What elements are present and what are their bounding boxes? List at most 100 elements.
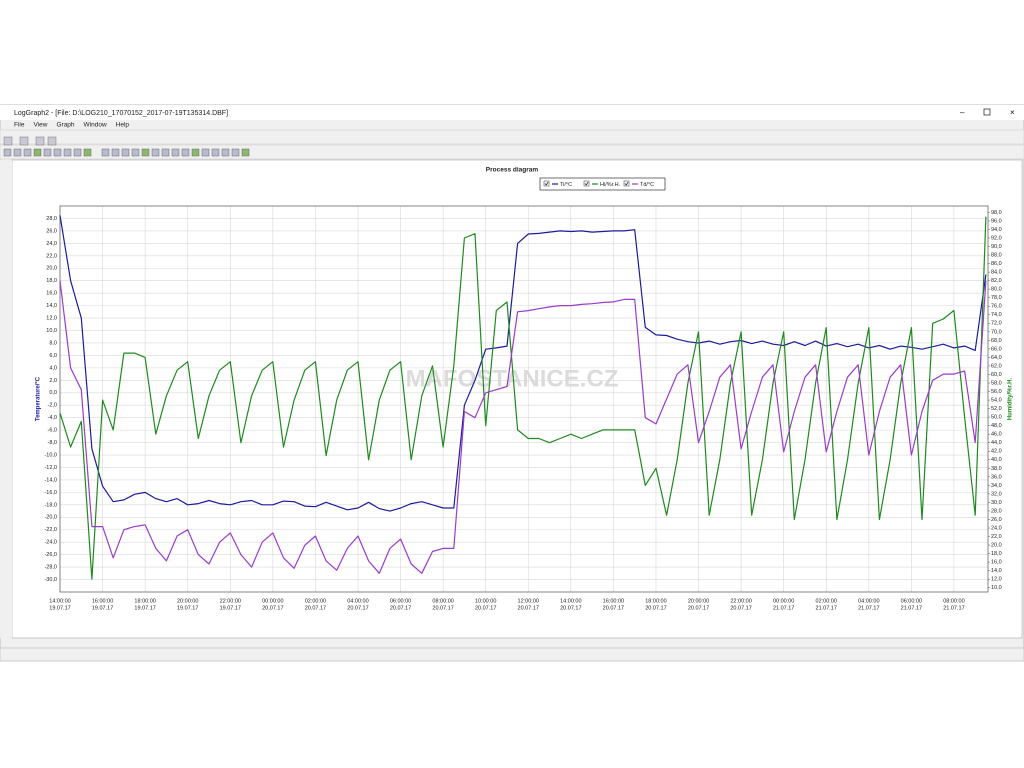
y-tick-label: -4,0 [48,415,57,421]
y-tick-label: -10,0 [44,452,57,458]
status-bar [0,647,1024,662]
x-tick-label: 21.07.17 [943,605,964,611]
y-tick-label: 4,0 [49,365,57,371]
x-tick-label: 18:00:00 [645,598,666,604]
toolbar-button[interactable] [63,148,72,157]
y-tick-label: 20,0 [46,266,57,272]
toolbar-button[interactable] [35,136,45,146]
maximize-button[interactable] [983,108,991,116]
x-tick-label: 19.07.17 [177,605,198,611]
toolbar-button[interactable] [13,148,22,157]
x-tick-label: 04:00:00 [347,598,368,604]
data-line [59,215,987,512]
y2-tick-label: 14,0 [991,568,1002,574]
y2-tick-label: 34,0 [991,483,1002,489]
x-tick-label: 22:00:00 [220,598,241,604]
toolbar-button[interactable] [171,148,180,157]
legend-checkbox[interactable] [543,180,550,187]
toolbar-button[interactable] [231,148,240,157]
plot-area [59,205,989,593]
side-bar [0,160,12,638]
toolbar-button[interactable] [161,148,170,157]
y2-tick-label: 16,0 [991,560,1002,566]
toolbar-button[interactable] [47,136,57,146]
toolbar-button[interactable] [201,148,210,157]
y-tick-label: -2,0 [48,403,57,409]
data-line [59,280,987,574]
x-tick-label: 21.07.17 [773,605,794,611]
x-tick-label: 20:00:00 [177,598,198,604]
x-tick-label: 21.07.17 [816,605,837,611]
y2-tick-label: 88,0 [991,253,1002,259]
y-tick-label: 22,0 [46,253,57,259]
y2-axis-title: Humidity/%r.H. [1008,377,1014,420]
y-tick-label: 10,0 [46,328,57,334]
toolbar-button[interactable] [53,148,62,157]
x-tick-label: 20.07.17 [603,605,624,611]
toolbar-button[interactable] [121,148,130,157]
menu-item[interactable]: Graph [56,122,74,129]
y-tick-label: -18,0 [44,502,57,508]
x-tick-label: 19.07.17 [92,605,113,611]
y-axis-title: Temperature/°C [36,376,42,421]
y2-tick-label: 40,0 [991,457,1002,463]
y2-tick-label: 50,0 [991,415,1002,421]
title-bar [0,105,1024,120]
toolbar-button[interactable] [3,148,12,157]
menu-item[interactable]: View [33,122,47,129]
toolbar-button[interactable] [131,148,140,157]
toolbar-button[interactable] [181,148,190,157]
y2-tick-label: 22,0 [991,534,1002,540]
x-tick-label: 20.07.17 [432,605,453,611]
toolbar-button[interactable] [73,148,82,157]
legend-checkbox[interactable] [583,180,590,187]
toolbar-button[interactable] [33,148,42,157]
x-tick-label: 18:00:00 [134,598,155,604]
toolbar-button[interactable] [221,148,230,157]
y2-tick-label: 84,0 [991,270,1002,276]
x-tick-label: 20.07.17 [262,605,283,611]
x-tick-label: 20:00:00 [688,598,709,604]
toolbar-button[interactable] [3,136,13,146]
x-tick-label: 20.07.17 [305,605,326,611]
legend-label: Hi/%r.H. [600,182,621,188]
y2-tick-label: 90,0 [991,244,1002,250]
y2-tick-label: 70,0 [991,329,1002,335]
menu-item[interactable]: File [14,122,25,129]
x-tick-label: 20.07.17 [730,605,751,611]
x-tick-label: 06:00:00 [901,598,922,604]
x-tick-label: 21.07.17 [901,605,922,611]
x-tick-label: 04:00:00 [858,598,879,604]
legend-checkbox[interactable] [623,180,630,187]
y-tick-label: 6,0 [49,353,57,359]
y2-tick-label: 48,0 [991,423,1002,429]
toolbar-button[interactable] [43,148,52,157]
toolbar-button[interactable] [19,136,29,146]
toolbar-button[interactable] [83,148,92,157]
toolbar-button[interactable] [151,148,160,157]
watermark: MAFOSTANICE.CZ [406,365,619,392]
toolbar-button[interactable] [141,148,150,157]
toolbar-button[interactable] [211,148,220,157]
y2-tick-label: 36,0 [991,474,1002,480]
y2-tick-label: 94,0 [991,227,1002,233]
data-line [59,216,987,580]
menu-item[interactable]: Window [84,122,107,129]
toolbar-button[interactable] [23,148,32,157]
y2-tick-label: 20,0 [991,543,1002,549]
toolbar-button[interactable] [101,148,110,157]
legend-label: Ti/°C [560,182,572,188]
y-tick-label: 26,0 [46,228,57,234]
toolbar-button[interactable] [241,148,250,157]
toolbar-button[interactable] [191,148,200,157]
toolbar-button[interactable] [111,148,120,157]
y-tick-label: -30,0 [44,577,57,583]
minimize-button[interactable]: – [960,108,965,117]
menu-item[interactable]: Help [116,122,130,129]
close-button[interactable]: × [1010,108,1015,117]
x-tick-label: 12:00:00 [518,598,539,604]
y-tick-label: 16,0 [46,291,57,297]
toolbar-1 [0,129,1024,145]
y-tick-label: -26,0 [44,552,57,558]
